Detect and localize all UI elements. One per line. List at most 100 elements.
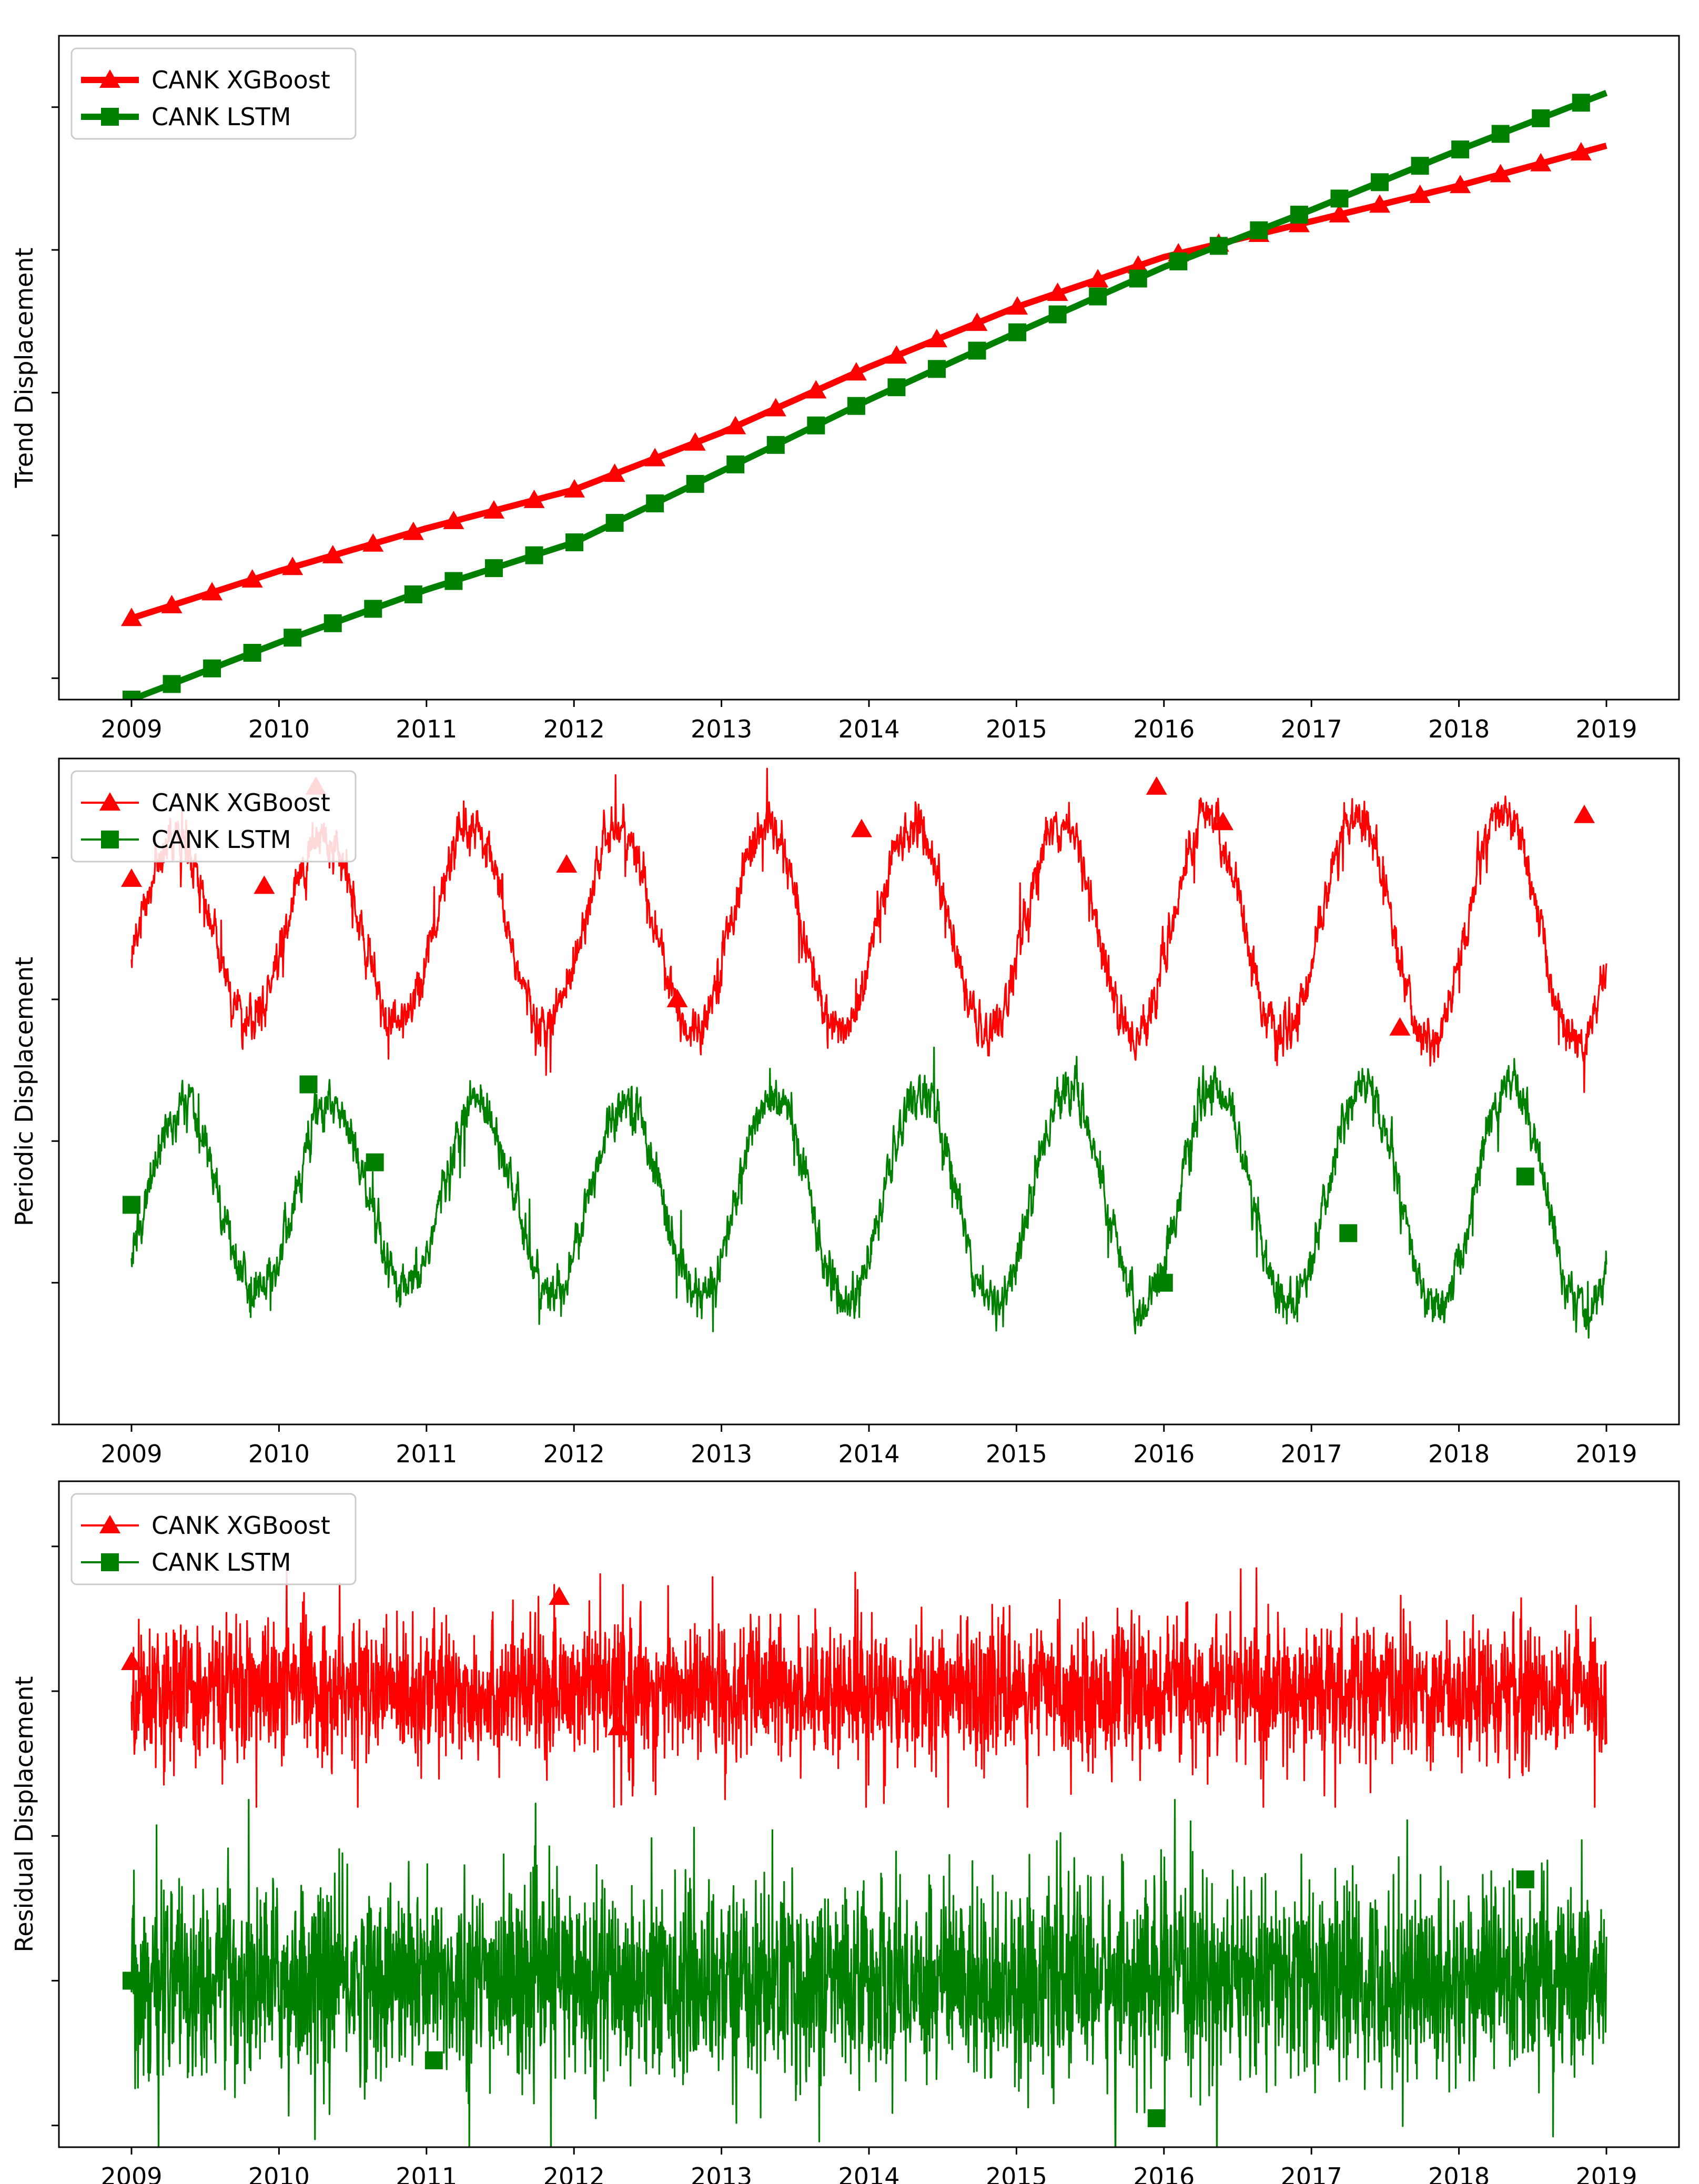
- data-point: [556, 854, 578, 873]
- data-point: [1451, 140, 1470, 159]
- x-tick-label: 2009: [100, 2162, 162, 2184]
- x-tick-label: 2013: [691, 715, 752, 743]
- data-point: [684, 432, 706, 451]
- data-point: [402, 521, 424, 540]
- data-point: [443, 510, 464, 529]
- legend-marker-square-icon: [101, 831, 119, 848]
- data-point: [968, 341, 986, 360]
- data-point: [241, 569, 263, 588]
- data-point: [765, 398, 786, 417]
- data-point: [1516, 1167, 1534, 1186]
- x-tick-label: 2015: [986, 1440, 1047, 1468]
- data-point: [1089, 287, 1107, 306]
- x-tick-label: 2017: [1281, 2162, 1342, 2184]
- x-tick-label: 2016: [1133, 1440, 1195, 1468]
- data-point: [1411, 157, 1429, 175]
- data-point: [364, 600, 382, 618]
- data-point: [404, 585, 422, 603]
- data-point: [1007, 296, 1028, 315]
- x-tick-label: 2012: [543, 1440, 605, 1468]
- legend-marker-triangle-icon: [99, 1515, 120, 1533]
- x-tick-label: 2018: [1428, 2162, 1490, 2184]
- legend-box: [70, 1493, 357, 1585]
- data-point: [1371, 173, 1389, 191]
- data-point: [564, 479, 585, 498]
- data-point: [1209, 237, 1228, 255]
- data-point: [805, 380, 827, 399]
- data-point: [845, 362, 867, 381]
- data-point: [1047, 282, 1068, 301]
- series-line: [130, 1046, 1607, 1339]
- data-point: [362, 533, 384, 552]
- data-point: [1369, 194, 1391, 213]
- data-point: [887, 378, 906, 397]
- x-tick-label: 2010: [248, 2162, 310, 2184]
- x-tick-label: 2015: [986, 715, 1047, 743]
- legend-label: CANK XGBoost: [151, 1511, 330, 1540]
- data-point: [282, 557, 304, 575]
- data-point: [1212, 812, 1233, 831]
- legend-label: CANK LSTM: [151, 825, 291, 854]
- x-axis: 2009 2010 2011 2012 2013 2014 2015 2016 2017 2018…: [100, 700, 1637, 743]
- x-tick-label: 2018: [1428, 1440, 1490, 1468]
- data-point: [1290, 206, 1308, 224]
- y-axis: [52, 1545, 59, 2127]
- data-point: [608, 1716, 629, 1735]
- legend-label: CANK XGBoost: [151, 66, 330, 94]
- x-tick-label: 2016: [1133, 715, 1195, 743]
- legend-label: CANK LSTM: [151, 103, 291, 131]
- data-point: [163, 675, 181, 693]
- x-tick-label: 2019: [1575, 2162, 1637, 2184]
- x-tick-label: 2013: [691, 1440, 752, 1468]
- data-point: [726, 455, 745, 473]
- x-tick-label: 2010: [248, 715, 310, 743]
- series-lstm: [123, 1798, 1607, 2147]
- x-tick-label: 2009: [100, 715, 162, 743]
- series-line: [130, 767, 1607, 1093]
- data-point: [1490, 164, 1511, 183]
- data-point: [644, 448, 666, 467]
- data-point: [121, 608, 142, 626]
- data-point: [886, 345, 907, 364]
- data-point: [1329, 204, 1350, 223]
- data-point: [323, 614, 342, 632]
- series-line: [130, 1567, 1607, 1808]
- y-axis-label: Trend Displacement: [10, 248, 38, 489]
- series-line: [130, 1798, 1607, 2147]
- data-point: [121, 868, 142, 887]
- data-point: [523, 489, 545, 508]
- data-point: [725, 416, 746, 434]
- data-point: [1532, 109, 1550, 127]
- x-tick-label: 2012: [543, 715, 605, 743]
- data-point: [243, 644, 261, 662]
- x-tick-label: 2019: [1575, 1440, 1637, 1468]
- series-xgboost: [121, 142, 1607, 626]
- data-point: [1169, 252, 1188, 271]
- x-tick-label: 2011: [396, 1440, 457, 1468]
- data-point: [1147, 2109, 1166, 2127]
- legend-box: [70, 47, 357, 140]
- legend-marker-triangle-icon: [99, 792, 120, 811]
- data-point: [565, 533, 584, 552]
- data-point: [1409, 184, 1431, 203]
- chart-residual: 2009 2010 2011 2012 2013 2014 2015 2016 2017 2018…: [10, 1480, 1680, 2184]
- data-point: [484, 559, 503, 578]
- x-tick-label: 2011: [396, 2162, 457, 2184]
- x-tick-label: 2009: [100, 1440, 162, 1468]
- data-point: [123, 691, 140, 700]
- data-point: [646, 494, 664, 512]
- data-point: [201, 582, 223, 601]
- series-lstm: [123, 1046, 1607, 1339]
- x-tick-label: 2012: [543, 2162, 605, 2184]
- data-point: [1339, 1224, 1358, 1242]
- y-axis-label: Periodic Displacement: [10, 957, 38, 1226]
- data-point: [847, 397, 865, 415]
- data-point: [927, 360, 946, 378]
- legend: CANK XGBoost CANK LSTM: [70, 1493, 357, 1585]
- data-point: [851, 818, 872, 837]
- x-tick-label: 2010: [248, 1440, 310, 1468]
- legend-box: [70, 770, 357, 863]
- x-tick-label: 2017: [1281, 715, 1342, 743]
- data-point: [1516, 1870, 1534, 1888]
- chart-periodic: 2009 2010 2011 2012 2013 2014 2015 2016 2017 2018…: [10, 757, 1680, 1468]
